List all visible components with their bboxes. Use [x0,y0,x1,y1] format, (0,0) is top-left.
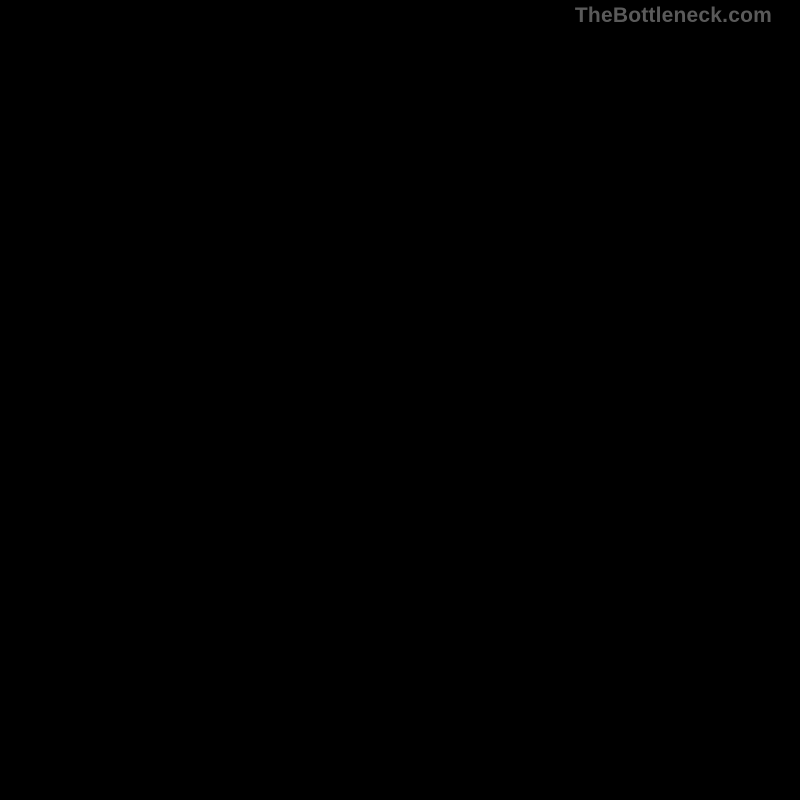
plot-frame [0,0,800,800]
watermark-text: TheBottleneck.com [575,4,772,28]
